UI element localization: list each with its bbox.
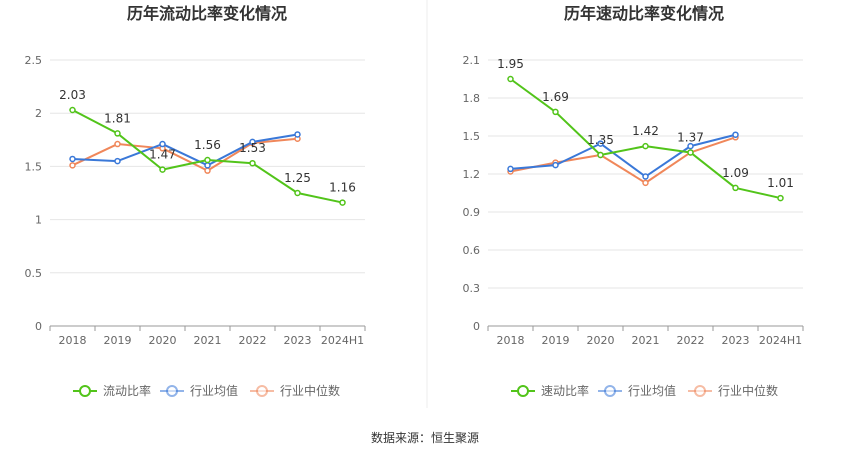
data-point [69,155,76,163]
data-label: 1.42 [632,124,659,138]
legend-label: 行业中位数 [280,383,340,398]
data-point [114,157,121,165]
data-point [597,151,604,159]
data-point [642,179,649,187]
y-tick-label: 0 [473,320,480,333]
legend-label: 行业中位数 [718,383,778,398]
legend-label: 行业均值 [190,383,238,398]
data-label: 1.25 [284,171,311,185]
data-point [552,161,559,169]
data-label: 1.09 [722,166,749,180]
data-point [249,138,256,146]
data-point [732,184,739,192]
data-point [159,166,166,173]
y-tick-label: 1 [35,214,42,227]
legend-marker [517,385,529,397]
y-tick-label: 1.2 [463,168,481,181]
legend-marker [256,385,268,397]
series-line-1 [72,133,298,167]
data-label: 1.69 [542,90,569,104]
legend-label: 速动比率 [541,383,589,398]
data-point [294,131,301,138]
source-note: 数据来源：恒生聚源 [371,430,479,445]
x-tick-label: 2019 [542,334,570,347]
x-tick-label: 2024H1 [759,334,802,347]
x-tick-label: 2022 [677,334,705,347]
y-tick-label: 1.5 [463,130,481,143]
chart-2: 历年速动比率变化情况 0 0.3 0.6 0.9 1.2 1.5 1.8 2.1 2018 2019… [463,4,804,398]
y-tick-label: 2 [35,107,42,120]
y-tick-label: 2.1 [463,54,481,67]
y-tick-label: 0.3 [463,282,481,295]
data-point [114,140,121,148]
data-label: 1.16 [329,181,356,195]
data-point [294,189,301,197]
data-point [69,162,76,169]
y-tick-label: 0.6 [463,244,481,257]
data-label: 1.47 [149,148,176,162]
data-label: 2.03 [59,88,86,102]
y-tick-label: 0 [35,320,42,333]
chart-1: 历年流动比率变化情况 0 0.5 1 1.5 2 2.5 2018 2019 2020 2021 20… [25,4,366,398]
data-label: 1.56 [194,138,221,152]
legend-marker [166,385,178,397]
data-label: 1.81 [104,111,131,125]
y-tick-label: 1.8 [463,92,481,105]
data-label: 1.01 [767,176,794,190]
data-point [642,173,649,180]
x-tick-label: 2020 [149,334,177,347]
x-tick-label: 2023 [722,334,750,347]
legend-marker [604,385,616,397]
x-tick-label: 2019 [104,334,132,347]
data-point [777,194,784,202]
y-tick-label: 0.5 [25,267,43,280]
series-line-1 [510,133,736,178]
legend-marker [694,385,706,397]
legend-label: 流动比率 [103,383,151,398]
data-point [159,140,166,148]
x-tick-label: 2022 [239,334,267,347]
data-point [687,142,694,150]
data-point [687,149,694,156]
x-tick-label: 2021 [632,334,660,347]
data-point [69,106,76,114]
data-point [507,165,514,173]
data-label: 1.95 [497,57,524,71]
data-point [249,159,256,167]
x-tick-label: 2023 [284,334,312,347]
data-point [114,130,121,137]
data-label: 1.35 [587,133,614,147]
x-tick-label: 2020 [587,334,615,347]
data-label: 1.37 [677,130,704,144]
x-tick-label: 2021 [194,334,222,347]
data-point [204,162,211,169]
data-point [507,75,514,83]
x-tick-label: 2018 [497,334,525,347]
data-point [642,142,649,150]
data-point [204,156,211,164]
data-point [597,140,604,147]
y-tick-label: 0.9 [463,206,481,219]
data-label: 1.53 [239,141,266,155]
y-tick-label: 2.5 [25,54,43,67]
data-point [732,131,739,138]
legend-label: 行业均值 [628,383,676,398]
data-point [339,199,346,206]
series-line-2 [72,137,298,172]
data-point [204,167,211,174]
chart-title: 历年速动比率变化情况 [564,4,724,23]
series-line-2 [510,136,736,184]
legend-marker [79,385,91,397]
x-tick-label: 2018 [59,334,87,347]
x-tick-label: 2024H1 [321,334,364,347]
chart-title: 历年流动比率变化情况 [127,4,287,23]
y-tick-label: 1.5 [25,160,43,173]
data-point [552,108,559,116]
